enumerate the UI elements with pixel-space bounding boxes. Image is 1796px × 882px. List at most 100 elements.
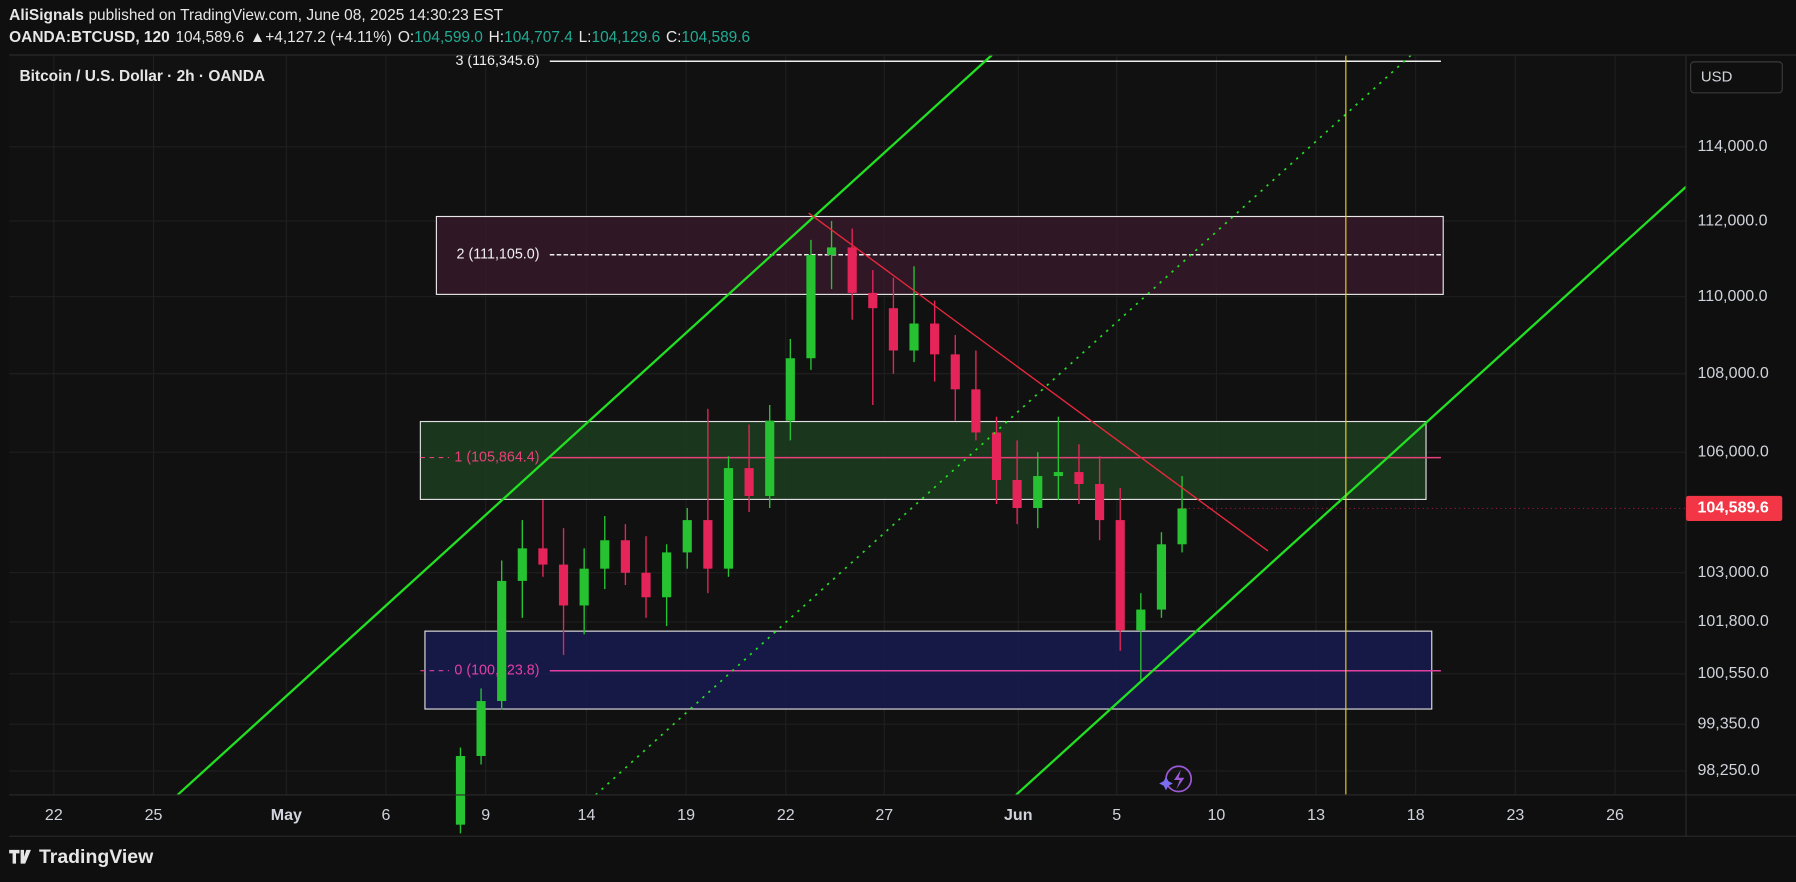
candle-body [826,247,837,255]
y-tick-label: 112,000.0 [1697,211,1767,229]
candle-body [950,354,960,390]
candle-body [909,323,919,351]
x-tick-label: 22 [45,806,63,824]
x-tick-label: Jun [1004,806,1032,824]
x-tick-label: 25 [145,806,163,824]
x-tick-label: 5 [1112,806,1121,824]
y-tick-label: 108,000.0 [1697,364,1768,382]
price: 104,589.6 [175,29,244,46]
candle-body [991,432,1002,481]
y-tick-label: 99,350.0 [1697,714,1759,732]
x-tick-label: 18 [1407,806,1425,824]
candle-body [806,254,816,359]
brand-name: TradingView [39,846,154,868]
x-tick-label: 13 [1307,806,1325,824]
icon-spark [1159,776,1173,791]
currency-button[interactable] [1690,61,1783,94]
currency-label: USD [1701,69,1733,85]
x-tick-label: May [271,806,302,824]
candle-body [600,540,610,569]
candle-body [847,247,857,293]
chart-title: Bitcoin / U.S. Dollar · 2h · OANDA [19,68,265,85]
candle-body [682,520,692,553]
candle-body [744,468,754,497]
low-value: 104,129.6 [591,29,660,46]
candle-body [1136,609,1146,631]
channel-lower [1015,185,1687,796]
candle-body [703,520,713,569]
symbol-line: OANDA:BTCUSD, 120 104,589.6 ▲+4,127.2 (+4.… [9,29,750,46]
x-tick-label: 27 [875,806,893,824]
open-value: 104,599.0 [414,29,483,46]
candle-body [1095,484,1105,521]
high-label: H: [489,29,504,46]
candle-body [662,552,672,598]
candles [455,221,1187,834]
candle-body [723,468,734,569]
x-tick-label: 26 [1606,806,1624,824]
symbol: OANDA:BTCUSD, 120 [9,29,170,46]
lightning-icon[interactable] [1159,765,1193,793]
y-tick-label: 101,800.0 [1697,612,1768,630]
x-tick-label: 10 [1208,806,1226,824]
fib-label: 1 (105,864.4) [454,449,539,465]
downtrend-line [808,212,1269,552]
candle-body [538,548,548,565]
candle-body [1033,476,1043,509]
candle-body [620,540,630,573]
candle-body [517,548,527,581]
candle-body [558,564,569,606]
close-label: C: [666,29,681,46]
last-price-tag [1686,495,1783,522]
candle-body [641,572,651,598]
y-tick-label: 106,000.0 [1697,442,1768,460]
icon-bolt [1174,769,1185,790]
close-value: 104,589.6 [681,29,750,46]
candle-body [1074,472,1084,485]
change: ▲+4,127.2 (+4.11%) [250,29,392,46]
publish-line: AliSignals published on TradingView.com, … [9,7,504,24]
x-tick-label: 14 [578,806,596,824]
y-tick-label: 114,000.0 [1697,137,1767,155]
price-axis: 114,000.0 112,000.0 110,000.0 108,000.0 106,… [1179,137,1783,779]
candle-body [579,568,589,606]
open-label: O: [398,29,414,46]
channel-upper [176,54,993,796]
candle-body [1053,472,1063,477]
published: published on TradingView.com, June 08, 2… [88,7,503,24]
logo-mark [9,849,31,864]
y-tick-label: 100,550.0 [1697,664,1768,682]
fib-extension: 3 (116,345.6) 2 (111,105.0) 1 (105,864.4) 0… [420,53,1441,678]
x-tick-label: 22 [777,806,795,824]
y-tick-label: 98,250.0 [1697,761,1759,779]
brand-logo[interactable]: TradingView [9,846,154,868]
candle-body [868,292,878,309]
high-value: 104,707.4 [504,29,573,46]
candle-body [971,389,981,433]
candle-body [765,420,775,497]
candle-body [785,358,795,421]
x-tick-label: 9 [481,806,490,824]
author: AliSignals [9,7,84,24]
candle-body [1156,544,1167,610]
candle-body [476,701,486,757]
low-label: L: [579,29,592,46]
x-tick-label: 19 [677,806,695,824]
pivot-zone [419,420,1427,500]
fib-label: 0 (100,623.8) [454,662,539,678]
x-tick-label: 6 [382,806,391,824]
candle-body [888,308,898,351]
candle-body [497,580,507,702]
time-axis: 22 25 May 6 9 14 19 22 27 Jun 5 10 13 18 23 26 [45,806,1624,824]
x-tick-label: 23 [1506,806,1524,824]
last-price-label: 104,589.6 [1697,499,1768,517]
fib-label: 2 (111,105.0) [457,247,540,263]
fib-label: 3 (116,345.6) [455,53,539,69]
candle-body [455,756,466,825]
candle-body [1012,480,1022,509]
candle-body [1177,508,1187,545]
y-tick-label: 103,000.0 [1697,563,1768,581]
candle-body [930,323,940,355]
